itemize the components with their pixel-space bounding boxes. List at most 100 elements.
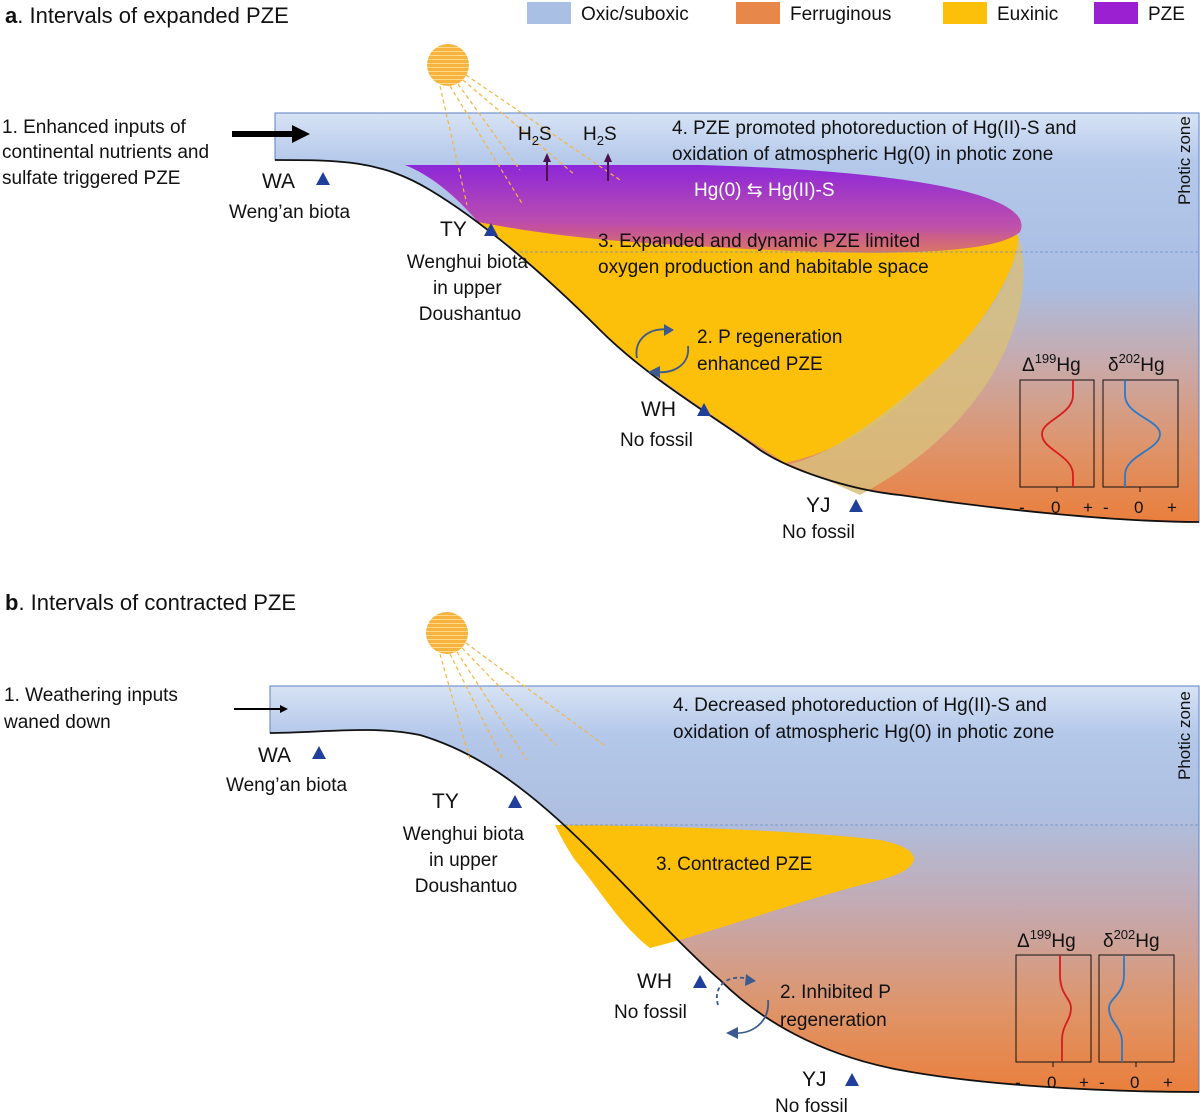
panel-b: b. Intervals of contracted PZE 1. Weathe… [3,590,1200,1117]
site-marker-icon [697,403,711,416]
panel-a-step3-line1: 3. Expanded and dynamic PZE limited [598,231,920,252]
panel-b-step4: 4. Decreased photoreduction of Hg(II)-S … [673,695,1054,743]
hg-equilibrium: Hg(0) ⇆ Hg(II)-S [694,180,835,201]
site-yj-code: YJ [806,494,831,517]
d202hg-axis-minus-a: - [1103,498,1109,517]
h2s-2-h: H [583,124,597,145]
panel-a-step1: 1. Enhanced inputs of continental nutrie… [2,117,214,189]
d199hg-axis-minus-a: - [1019,498,1025,517]
h2s-label-1: H2S [518,124,552,148]
sunray-b-5 [465,642,605,746]
legend-label-oxic: Oxic/suboxic [581,4,689,25]
panel-a-step3: 3. Expanded and dynamic PZE limited oxyg… [598,231,929,278]
site-ty-a: TY Wenghui biota in upper Doushantuo [407,218,533,325]
legend-swatch-oxic [527,2,571,24]
d199hg-axis-plus-a: + [1083,498,1093,517]
panel-a-step4-line2: oxidation of atmospheric Hg(0) in photic… [672,144,1053,165]
legend-label-euxinic: Euxinic [997,4,1058,25]
d202hg-axis-plus-b: + [1163,1073,1173,1092]
seafloor-b [269,729,1200,1093]
site-wh-a: WH No fossil [620,398,711,451]
euxinic-fringe-a [790,235,1024,495]
sunray-a-5 [465,74,621,181]
h2s-1-sub: 2 [532,133,539,148]
d199hg-axis-zero-a: 0 [1051,498,1060,517]
panel-a-step2-line2: enhanced PZE [697,354,823,375]
input-arrow-b [234,705,288,713]
legend-label-pze: PZE [1148,4,1185,25]
d199hg-label-a: Δ199Hg [1022,351,1081,376]
site-wa-b: WA Weng’an biota [226,744,348,796]
site-marker-icon [849,499,863,512]
panel-b-step2-line2: regeneration [780,1010,887,1031]
site-yj-a: YJ No fossil [782,494,863,543]
d199hg-curve-b [1059,955,1072,1062]
panel-a: a. Intervals of expanded PZE 1. Enhanced… [2,3,1200,543]
legend-swatch-pze [1094,2,1138,24]
sun-icon [426,612,468,654]
sunray-a-2 [449,85,524,206]
panel-a-step1-line2: continental nutrients and [2,142,209,163]
panel-a-title: a. Intervals of expanded PZE [5,3,289,28]
d202hg-axis-plus-a: + [1167,498,1177,517]
euxinic-zone-a [478,222,1019,463]
panel-b-title-text: . Intervals of contracted PZE [18,590,296,615]
site-wh-label: No fossil [620,430,693,451]
d202hg-label-b: δ202Hg [1103,927,1160,952]
site-yj-label: No fossil [775,1096,848,1117]
site-ty-code: TY [432,790,459,813]
site-marker-icon [316,172,330,185]
site-wa-code: WA [258,744,291,767]
d199hg-axis-plus-b: + [1079,1073,1089,1092]
h2s-1-h: H [518,124,532,145]
sunray-b-3 [456,651,528,761]
euxinic-zone-b [555,825,914,948]
panel-a-step1-line3: sulfate triggered PZE [2,168,180,189]
site-yj-code: YJ [802,1068,827,1091]
sunray-b-4 [461,647,557,746]
site-marker-icon [312,746,326,759]
sunray-b-1 [439,653,471,761]
panel-b-letter: b [5,590,18,615]
d202hg-curve-b [1108,955,1125,1062]
sunray-a-4 [462,79,576,176]
panel-a-step2-line1: 2. P regeneration [697,327,842,348]
d199hg-curve-a [1041,380,1074,487]
hg-profiles-b: Δ199Hg δ202Hg - 0 + - 0 + [1015,927,1175,1092]
h2s-arrows [543,153,612,181]
site-ty-label: Wenghui biota in upper Doushantuo [403,824,529,897]
site-yj-label: No fossil [782,522,855,543]
site-wa-code: WA [262,170,295,193]
panel-b-step1-line1: 1. Weathering inputs [4,685,178,706]
d199hg-label-b: Δ199Hg [1017,927,1076,952]
panel-b-title: b. Intervals of contracted PZE [5,590,296,615]
h2s-2-sub: 2 [597,133,604,148]
legend: Oxic/suboxic Ferruginous Euxinic PZE [527,2,1185,25]
d202hg-label-a: δ202Hg [1108,351,1165,376]
panel-b-step2: 2. Inhibited P regeneration [780,982,896,1031]
hg-profiles-a: Δ199Hg δ202Hg - 0 + - 0 + [1019,351,1179,517]
site-ty-label: Wenghui biota in upper Doushantuo [407,252,533,325]
photic-zone-label-b: Photic zone [1175,691,1194,780]
d202hg-axis-zero-a: 0 [1134,498,1143,517]
site-wa-label: Weng’an biota [226,775,348,796]
site-wh-code: WH [637,970,672,993]
sunray-b-2 [449,653,504,761]
d199hg-axis-zero-b: 0 [1047,1073,1056,1092]
panel-a-step3-line2: oxygen production and habitable space [598,257,929,278]
sun-b [426,612,605,761]
h2s-1-s: S [539,124,552,145]
sunray-a-3 [457,83,521,171]
d199hg-axis-minus-b: - [1015,1073,1021,1092]
input-arrow-a [232,125,310,143]
panel-a-letter: a [5,3,18,28]
panel-a-title-text: . Intervals of expanded PZE [17,3,289,28]
p-regen-arrows-b [715,974,769,1039]
panel-b-step3: 3. Contracted PZE [656,854,812,875]
site-wa-a: WA Weng’an biota [229,170,351,223]
sun-a [427,44,621,206]
site-ty-code: TY [440,218,467,241]
legend-label-ferruginous: Ferruginous [790,4,891,25]
site-wh-b: WH No fossil [614,970,707,1023]
site-yj-b: YJ No fossil [775,1068,859,1117]
